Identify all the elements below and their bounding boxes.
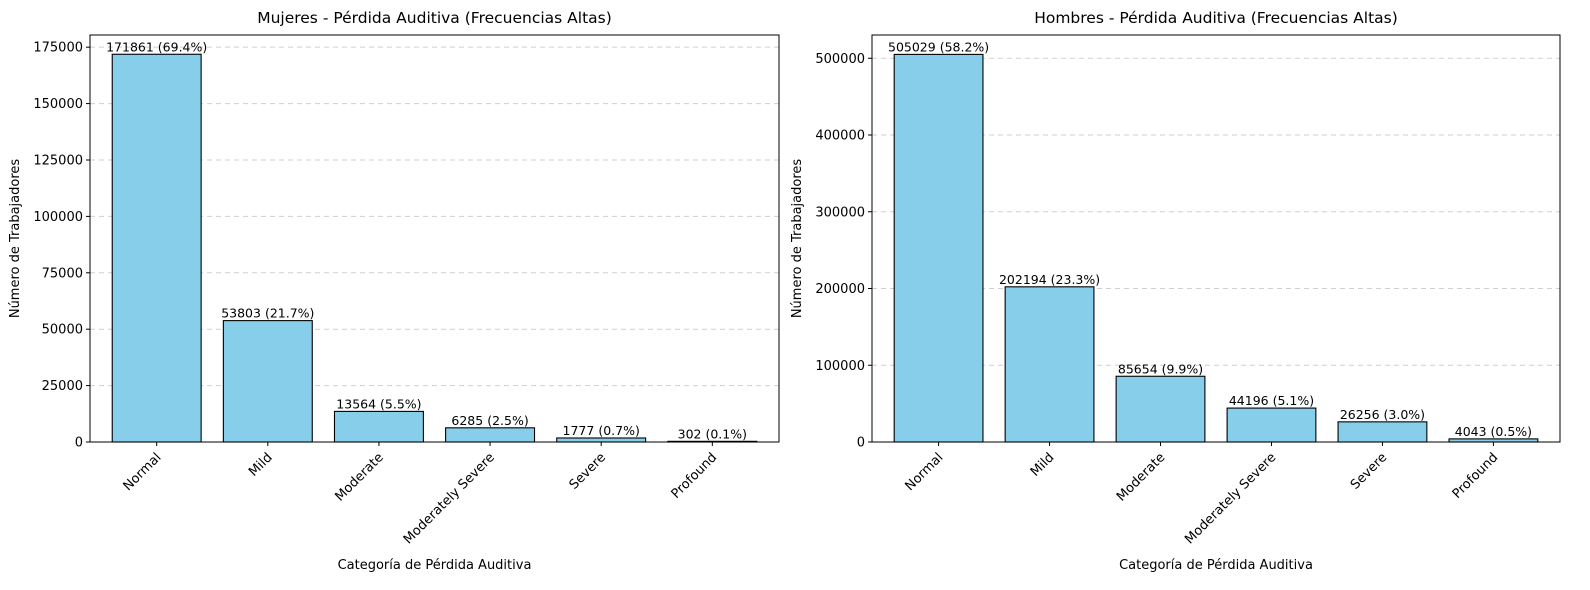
x-axis-label: Categoría de Pérdida Auditiva — [1119, 558, 1313, 573]
chart-panel-1: 171861 (69.4%) 53803 (21.7%) 13564 (5.5%) 6… — [8, 9, 780, 573]
bar-moderate — [1115, 375, 1206, 443]
y-tick-label: 200000 — [815, 282, 865, 297]
x-tick-label: Moderate — [332, 450, 386, 504]
y-tick-label: 500000 — [815, 52, 865, 67]
y-tick-label: 75000 — [42, 266, 83, 281]
y-tick-label: 100000 — [815, 359, 865, 374]
bar-data-label: 13564 (5.5%) — [336, 396, 421, 411]
y-tick-label: 0 — [857, 436, 865, 451]
y-tick-label: 175000 — [33, 41, 83, 56]
bar-data-label: 505029 (58.2%) — [888, 39, 989, 54]
y-tick-label: 400000 — [815, 129, 865, 144]
chart-title: Mujeres - Pérdida Auditiva (Frecuencias … — [257, 9, 612, 27]
y-tick-label: 125000 — [33, 153, 83, 168]
x-axis-label: Categoría de Pérdida Auditiva — [338, 558, 532, 573]
bar-normal — [111, 53, 202, 443]
plot-frame — [89, 34, 780, 443]
x-tick-label: Normal — [903, 450, 947, 494]
bar-data-label: 53803 (21.7%) — [221, 306, 314, 321]
x-tick-label: Moderately Severe — [1182, 450, 1279, 547]
bar-moderately-severe — [445, 427, 536, 443]
bar-data-label: 85654 (9.9%) — [1118, 361, 1203, 376]
bar-data-label: 202194 (23.3%) — [999, 272, 1100, 287]
y-tick-label: 150000 — [33, 97, 83, 112]
bar-data-label: 171861 (69.4%) — [106, 39, 207, 54]
y-tick-label: 100000 — [33, 210, 83, 225]
bar-mild — [1004, 286, 1095, 443]
x-tick-label: Mild — [246, 450, 275, 479]
bar-data-label: 6285 (2.5%) — [451, 413, 528, 428]
bar-mild — [222, 320, 313, 443]
y-tick-label: 50000 — [42, 323, 83, 338]
x-tick-label: Severe — [1348, 450, 1390, 492]
y-tick-label: 0 — [75, 436, 83, 451]
x-tick-label: Severe — [567, 450, 609, 492]
x-tick-label: Profound — [669, 450, 721, 502]
bar-data-label: 44196 (5.1%) — [1229, 393, 1314, 408]
x-tick-label: Moderately Severe — [401, 450, 498, 547]
bar-severe — [556, 437, 647, 443]
y-axis-label: Número de Trabajadores — [8, 159, 23, 319]
bar-data-label: 1777 (0.7%) — [563, 423, 640, 438]
bar-data-label: 4043 (0.5%) — [1455, 424, 1532, 439]
x-tick-label: Normal — [121, 450, 165, 494]
chart-panel-2: 505029 (58.2%) 202194 (23.3%) 85654 (9.9%)… — [790, 9, 1561, 573]
bar-data-label: 26256 (3.0%) — [1340, 407, 1425, 422]
y-tick-label: 300000 — [815, 205, 865, 220]
bar-moderately-severe — [1226, 407, 1317, 443]
plot-frame — [871, 34, 1561, 443]
x-tick-label: Moderate — [1114, 450, 1168, 504]
bar-normal — [893, 53, 984, 443]
bar-severe — [1337, 421, 1428, 443]
x-tick-label: Profound — [1450, 450, 1502, 502]
bar-data-label: 302 (0.1%) — [678, 426, 747, 441]
y-tick-label: 25000 — [42, 379, 83, 394]
x-tick-label: Mild — [1028, 450, 1057, 479]
chart-title: Hombres - Pérdida Auditiva (Frecuencias … — [1034, 9, 1398, 27]
y-axis-label: Número de Trabajadores — [790, 159, 805, 319]
bar-moderate — [333, 410, 424, 443]
